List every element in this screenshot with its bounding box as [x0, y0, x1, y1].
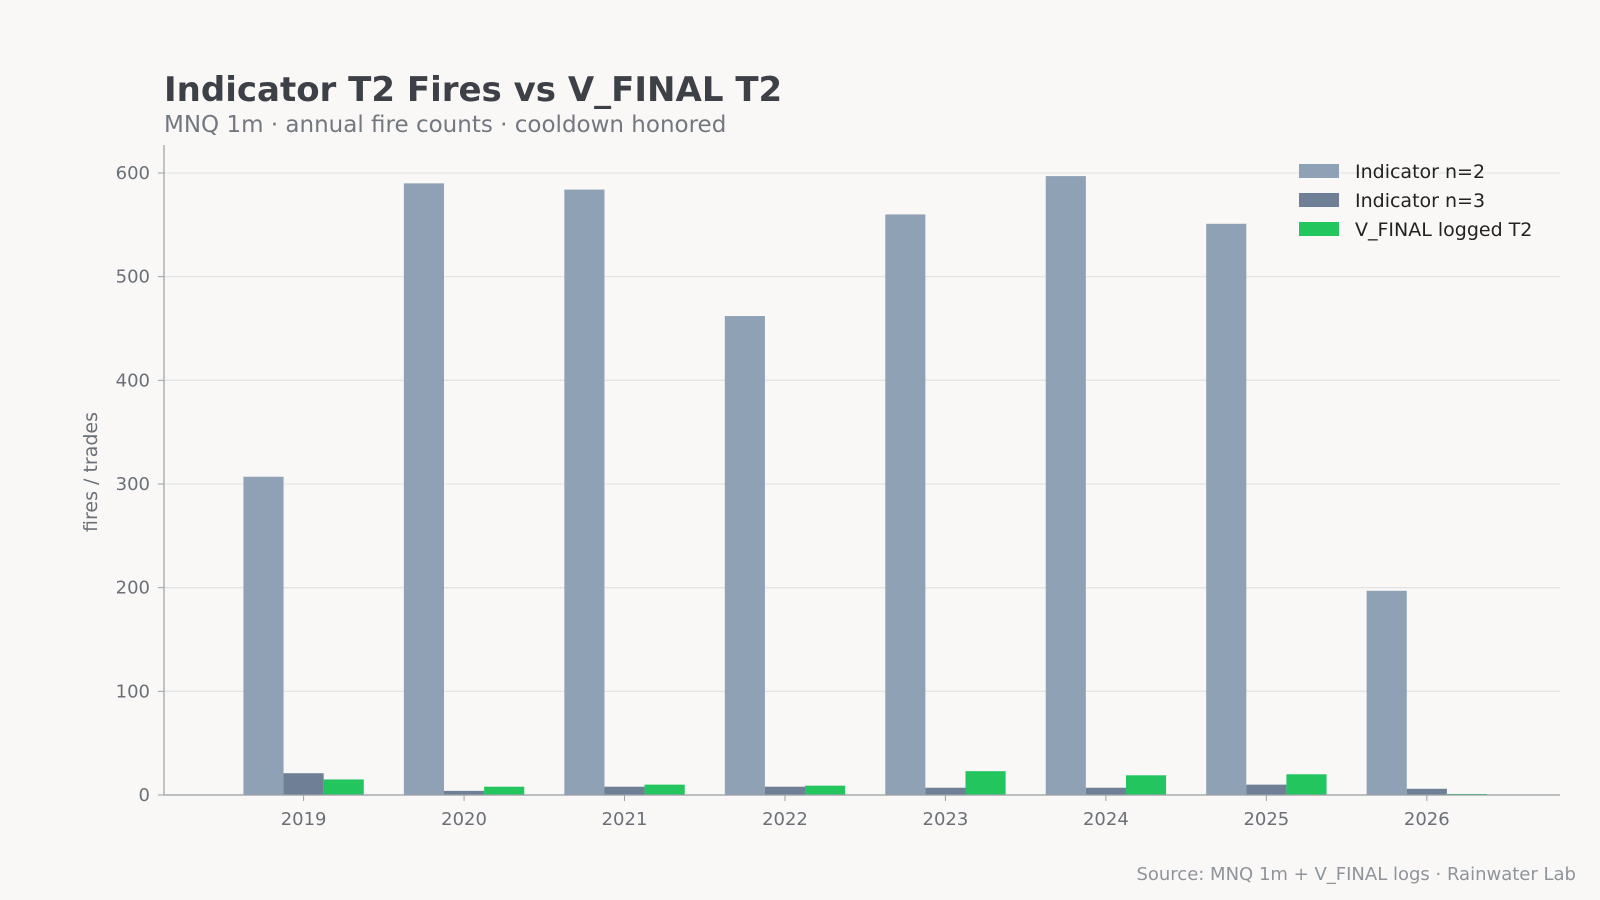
- legend-swatch: [1299, 164, 1339, 178]
- bar-v-final-logged-t2-2022: [805, 785, 846, 795]
- y-tick-label: 200: [116, 578, 150, 599]
- bar-indicator-n-2-2020: [403, 183, 445, 796]
- bar-indicator-n-2-2022: [724, 316, 765, 795]
- y-tick-labels: 0 100 200 300 400 500 600: [116, 163, 150, 806]
- legend-label: Indicator n=2: [1355, 161, 1485, 183]
- chart-subtitle: MNQ 1m · annual fire counts · cooldown h…: [164, 112, 727, 138]
- y-tick-label: 400: [116, 370, 150, 391]
- legend-label: Indicator n=3: [1355, 190, 1485, 212]
- bar-indicator-n-2-2025: [1206, 223, 1247, 796]
- x-tick-label: 2019: [281, 809, 327, 830]
- bar-v-final-logged-t2-2025: [1286, 774, 1327, 795]
- x-tick-labels: 2019 2020 2021 2022 2023 2024 2025 2026: [281, 809, 1450, 830]
- axes: [158, 145, 1560, 801]
- x-tick-label: 2021: [602, 809, 648, 830]
- bars: [243, 176, 1487, 796]
- bar-indicator-n-2-2021: [564, 189, 605, 796]
- bar-v-final-logged-t2-2019: [323, 779, 364, 795]
- y-tick-label: 300: [116, 474, 150, 495]
- x-tick-label: 2022: [762, 809, 808, 830]
- bar-v-final-logged-t2-2023: [965, 771, 1006, 795]
- legend-swatch: [1299, 193, 1339, 207]
- y-tick-label: 600: [116, 163, 150, 184]
- bar-indicator-n-2-2023: [885, 214, 926, 795]
- x-tick-label: 2020: [441, 809, 487, 830]
- legend-label: V_FINAL logged T2: [1355, 219, 1532, 241]
- y-axis-label: fires / trades: [80, 412, 102, 532]
- bar-indicator-n-3-2025: [1246, 784, 1287, 795]
- x-tick-label: 2023: [923, 809, 969, 830]
- x-tick-label: 2024: [1083, 809, 1129, 830]
- bar-v-final-logged-t2-2021: [644, 784, 685, 795]
- bar-indicator-n-2-2019: [243, 476, 284, 795]
- y-tick-label: 500: [116, 267, 150, 288]
- bar-indicator-n-2-2026: [1366, 590, 1407, 795]
- legend: Indicator n=2 Indicator n=3 V_FINAL logged…: [1299, 161, 1532, 241]
- x-tick-label: 2025: [1243, 809, 1289, 830]
- bar-indicator-n-3-2020: [444, 790, 485, 795]
- y-tick-label: 0: [139, 785, 150, 806]
- source-note: Source: MNQ 1m + V_FINAL logs · Rainwate…: [1136, 864, 1576, 885]
- bar-indicator-n-3-2022: [764, 786, 806, 795]
- bar-indicator-n-3-2023: [925, 787, 966, 795]
- gridlines: [164, 172, 1560, 796]
- bar-v-final-logged-t2-2020: [484, 786, 525, 795]
- x-tick-label: 2026: [1404, 809, 1450, 830]
- y-tick-label: 100: [116, 681, 150, 702]
- bar-indicator-n-3-2026: [1406, 788, 1447, 795]
- bar-indicator-n-2-2024: [1045, 176, 1086, 796]
- bar-indicator-n-3-2019: [283, 773, 324, 795]
- bar-v-final-logged-t2-2024: [1125, 775, 1167, 795]
- bar-indicator-n-3-2021: [604, 786, 645, 795]
- legend-swatch: [1299, 222, 1339, 236]
- bar-indicator-n-3-2024: [1085, 787, 1126, 795]
- chart-title: Indicator T2 Fires vs V_FINAL T2: [164, 70, 783, 110]
